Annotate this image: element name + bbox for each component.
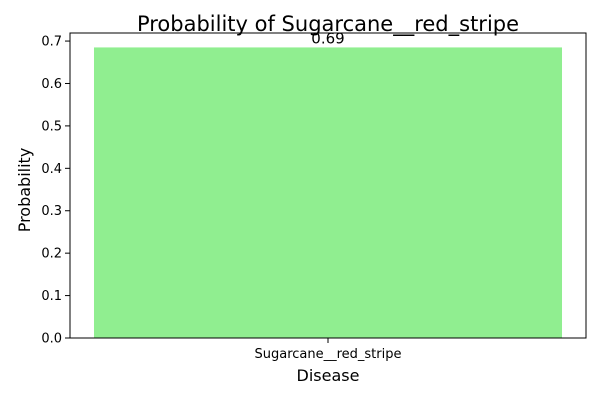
y-tick-label-5: 0.5 — [41, 119, 62, 134]
bars-group — [93, 47, 563, 338]
y-tick-label-0: 0.0 — [41, 332, 62, 347]
y-axis-ticks: 0.0 0.1 0.2 0.3 0.4 0.5 0.6 0.7 — [41, 35, 70, 347]
y-axis-label: Probability — [15, 148, 34, 233]
y-tick-label-2: 0.2 — [41, 247, 62, 262]
bar-value-label-0: 0.69 — [311, 29, 344, 47]
x-axis-label: Disease — [297, 366, 360, 385]
y-tick-label-7: 0.7 — [41, 35, 62, 50]
y-tick-label-6: 0.6 — [41, 77, 62, 92]
data-labels-group: 0.69 — [311, 29, 344, 47]
y-tick-label-3: 0.3 — [41, 204, 62, 219]
x-tick-label-0: Sugarcane__red_stripe — [254, 347, 401, 362]
bar-0 — [93, 47, 563, 338]
plot-frame — [69, 32, 587, 339]
x-axis-ticks: Sugarcane__red_stripe — [254, 338, 402, 362]
y-tick-label-4: 0.4 — [41, 162, 62, 177]
y-tick-label-1: 0.1 — [41, 289, 62, 304]
